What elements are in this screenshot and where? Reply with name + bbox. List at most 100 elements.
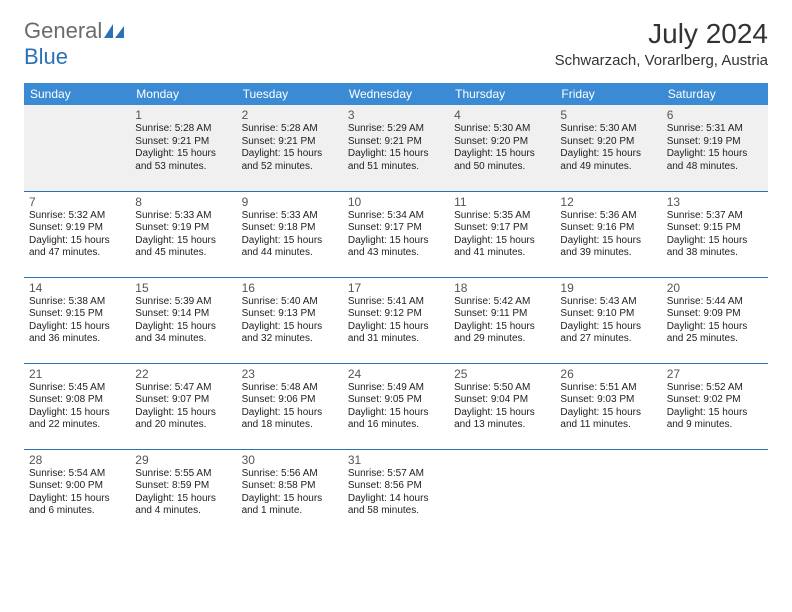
col-tuesday: Tuesday — [237, 83, 343, 105]
day-number: 22 — [135, 367, 231, 381]
calendar-cell: 2Sunrise: 5:28 AMSunset: 9:21 PMDaylight… — [237, 105, 343, 191]
day-info: Sunrise: 5:34 AMSunset: 9:17 PMDaylight:… — [348, 210, 444, 260]
calendar-cell: 11Sunrise: 5:35 AMSunset: 9:17 PMDayligh… — [449, 191, 555, 277]
day-number: 7 — [29, 195, 125, 209]
calendar-cell: 26Sunrise: 5:51 AMSunset: 9:03 PMDayligh… — [555, 363, 661, 449]
day-info: Sunrise: 5:32 AMSunset: 9:19 PMDaylight:… — [29, 210, 125, 260]
calendar-cell: 16Sunrise: 5:40 AMSunset: 9:13 PMDayligh… — [237, 277, 343, 363]
day-info: Sunrise: 5:29 AMSunset: 9:21 PMDaylight:… — [348, 123, 444, 173]
day-info: Sunrise: 5:50 AMSunset: 9:04 PMDaylight:… — [454, 382, 550, 432]
calendar-cell: 6Sunrise: 5:31 AMSunset: 9:19 PMDaylight… — [662, 105, 768, 191]
calendar-week-row: 28Sunrise: 5:54 AMSunset: 9:00 PMDayligh… — [24, 449, 768, 535]
day-info: Sunrise: 5:56 AMSunset: 8:58 PMDaylight:… — [242, 468, 338, 518]
day-number: 27 — [667, 367, 763, 381]
day-info: Sunrise: 5:57 AMSunset: 8:56 PMDaylight:… — [348, 468, 444, 518]
calendar-cell: 22Sunrise: 5:47 AMSunset: 9:07 PMDayligh… — [130, 363, 236, 449]
calendar-cell: 25Sunrise: 5:50 AMSunset: 9:04 PMDayligh… — [449, 363, 555, 449]
calendar-cell — [662, 449, 768, 535]
calendar-cell: 15Sunrise: 5:39 AMSunset: 9:14 PMDayligh… — [130, 277, 236, 363]
day-number: 5 — [560, 108, 656, 122]
calendar-cell: 17Sunrise: 5:41 AMSunset: 9:12 PMDayligh… — [343, 277, 449, 363]
calendar-week-row: 21Sunrise: 5:45 AMSunset: 9:08 PMDayligh… — [24, 363, 768, 449]
day-number: 2 — [242, 108, 338, 122]
day-info: Sunrise: 5:37 AMSunset: 9:15 PMDaylight:… — [667, 210, 763, 260]
page-header: General July 2024 Schwarzach, Vorarlberg… — [0, 0, 792, 77]
brand-part2: Blue — [24, 44, 68, 69]
calendar-week-row: 1Sunrise: 5:28 AMSunset: 9:21 PMDaylight… — [24, 105, 768, 191]
calendar-cell: 7Sunrise: 5:32 AMSunset: 9:19 PMDaylight… — [24, 191, 130, 277]
col-saturday: Saturday — [662, 83, 768, 105]
day-number: 24 — [348, 367, 444, 381]
brand-logo: General — [24, 18, 126, 44]
day-info: Sunrise: 5:47 AMSunset: 9:07 PMDaylight:… — [135, 382, 231, 432]
day-number: 12 — [560, 195, 656, 209]
calendar-cell: 29Sunrise: 5:55 AMSunset: 8:59 PMDayligh… — [130, 449, 236, 535]
day-info: Sunrise: 5:39 AMSunset: 9:14 PMDaylight:… — [135, 296, 231, 346]
day-info: Sunrise: 5:40 AMSunset: 9:13 PMDaylight:… — [242, 296, 338, 346]
brand-part2-wrap: Blue — [24, 44, 68, 70]
calendar-cell: 5Sunrise: 5:30 AMSunset: 9:20 PMDaylight… — [555, 105, 661, 191]
day-info: Sunrise: 5:45 AMSunset: 9:08 PMDaylight:… — [29, 382, 125, 432]
day-info: Sunrise: 5:38 AMSunset: 9:15 PMDaylight:… — [29, 296, 125, 346]
day-number: 29 — [135, 453, 231, 467]
location: Schwarzach, Vorarlberg, Austria — [555, 52, 768, 69]
calendar-cell — [449, 449, 555, 535]
calendar-cell: 28Sunrise: 5:54 AMSunset: 9:00 PMDayligh… — [24, 449, 130, 535]
calendar-cell: 23Sunrise: 5:48 AMSunset: 9:06 PMDayligh… — [237, 363, 343, 449]
calendar-cell: 4Sunrise: 5:30 AMSunset: 9:20 PMDaylight… — [449, 105, 555, 191]
col-thursday: Thursday — [449, 83, 555, 105]
col-monday: Monday — [130, 83, 236, 105]
calendar-cell: 24Sunrise: 5:49 AMSunset: 9:05 PMDayligh… — [343, 363, 449, 449]
day-number: 23 — [242, 367, 338, 381]
calendar-cell: 13Sunrise: 5:37 AMSunset: 9:15 PMDayligh… — [662, 191, 768, 277]
day-number: 6 — [667, 108, 763, 122]
day-number: 11 — [454, 195, 550, 209]
day-number: 8 — [135, 195, 231, 209]
calendar-cell: 9Sunrise: 5:33 AMSunset: 9:18 PMDaylight… — [237, 191, 343, 277]
day-info: Sunrise: 5:51 AMSunset: 9:03 PMDaylight:… — [560, 382, 656, 432]
day-info: Sunrise: 5:54 AMSunset: 9:00 PMDaylight:… — [29, 468, 125, 518]
day-info: Sunrise: 5:55 AMSunset: 8:59 PMDaylight:… — [135, 468, 231, 518]
col-sunday: Sunday — [24, 83, 130, 105]
day-number: 15 — [135, 281, 231, 295]
calendar-cell: 21Sunrise: 5:45 AMSunset: 9:08 PMDayligh… — [24, 363, 130, 449]
col-wednesday: Wednesday — [343, 83, 449, 105]
calendar-cell — [24, 105, 130, 191]
day-info: Sunrise: 5:30 AMSunset: 9:20 PMDaylight:… — [454, 123, 550, 173]
calendar-cell: 27Sunrise: 5:52 AMSunset: 9:02 PMDayligh… — [662, 363, 768, 449]
day-number: 14 — [29, 281, 125, 295]
calendar-body: 1Sunrise: 5:28 AMSunset: 9:21 PMDaylight… — [24, 105, 768, 535]
calendar-cell: 10Sunrise: 5:34 AMSunset: 9:17 PMDayligh… — [343, 191, 449, 277]
brand-part1: General — [24, 18, 102, 44]
day-info: Sunrise: 5:36 AMSunset: 9:16 PMDaylight:… — [560, 210, 656, 260]
day-number: 16 — [242, 281, 338, 295]
calendar-week-row: 14Sunrise: 5:38 AMSunset: 9:15 PMDayligh… — [24, 277, 768, 363]
day-info: Sunrise: 5:31 AMSunset: 9:19 PMDaylight:… — [667, 123, 763, 173]
col-friday: Friday — [555, 83, 661, 105]
day-info: Sunrise: 5:33 AMSunset: 9:18 PMDaylight:… — [242, 210, 338, 260]
calendar-cell: 12Sunrise: 5:36 AMSunset: 9:16 PMDayligh… — [555, 191, 661, 277]
day-number: 19 — [560, 281, 656, 295]
day-info: Sunrise: 5:35 AMSunset: 9:17 PMDaylight:… — [454, 210, 550, 260]
calendar-header-row: Sunday Monday Tuesday Wednesday Thursday… — [24, 83, 768, 105]
day-info: Sunrise: 5:44 AMSunset: 9:09 PMDaylight:… — [667, 296, 763, 346]
day-number: 9 — [242, 195, 338, 209]
title-block: July 2024 Schwarzach, Vorarlberg, Austri… — [555, 18, 768, 69]
day-info: Sunrise: 5:49 AMSunset: 9:05 PMDaylight:… — [348, 382, 444, 432]
calendar-cell: 31Sunrise: 5:57 AMSunset: 8:56 PMDayligh… — [343, 449, 449, 535]
day-number: 25 — [454, 367, 550, 381]
day-number: 21 — [29, 367, 125, 381]
day-number: 10 — [348, 195, 444, 209]
calendar-cell: 18Sunrise: 5:42 AMSunset: 9:11 PMDayligh… — [449, 277, 555, 363]
calendar-cell: 30Sunrise: 5:56 AMSunset: 8:58 PMDayligh… — [237, 449, 343, 535]
day-number: 18 — [454, 281, 550, 295]
day-info: Sunrise: 5:28 AMSunset: 9:21 PMDaylight:… — [242, 123, 338, 173]
calendar-cell: 19Sunrise: 5:43 AMSunset: 9:10 PMDayligh… — [555, 277, 661, 363]
day-info: Sunrise: 5:28 AMSunset: 9:21 PMDaylight:… — [135, 123, 231, 173]
calendar-cell: 8Sunrise: 5:33 AMSunset: 9:19 PMDaylight… — [130, 191, 236, 277]
day-info: Sunrise: 5:33 AMSunset: 9:19 PMDaylight:… — [135, 210, 231, 260]
calendar-table: Sunday Monday Tuesday Wednesday Thursday… — [24, 83, 768, 535]
calendar-cell: 1Sunrise: 5:28 AMSunset: 9:21 PMDaylight… — [130, 105, 236, 191]
day-number: 31 — [348, 453, 444, 467]
day-number: 26 — [560, 367, 656, 381]
